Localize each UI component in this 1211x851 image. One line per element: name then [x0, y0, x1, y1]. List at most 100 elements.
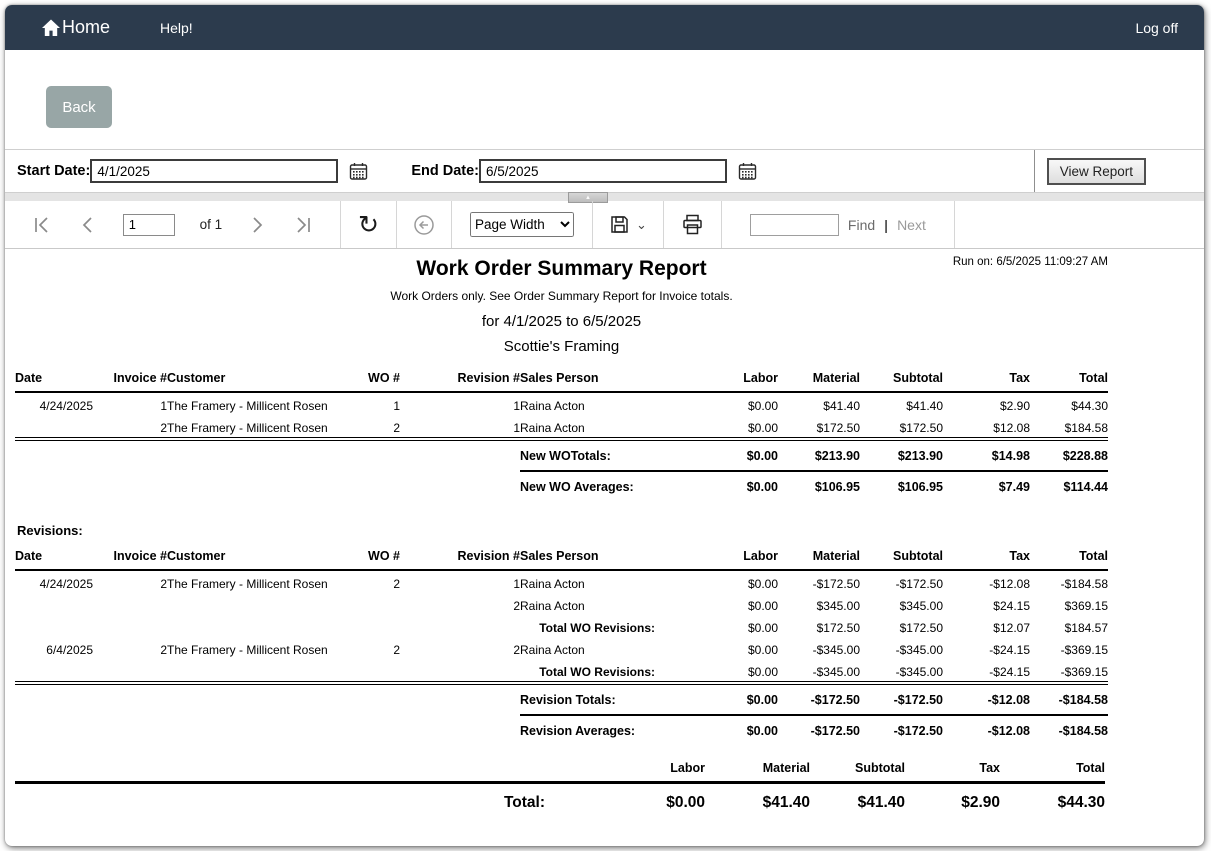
col-tax: Tax [943, 368, 1030, 393]
cell-labor: $0.00 [747, 577, 778, 591]
sum-col-labor: Labor [545, 759, 705, 784]
next-page-button[interactable] [247, 214, 267, 236]
refresh-icon[interactable]: ↻ [358, 210, 379, 239]
cell-labor: $0.00 [747, 599, 778, 613]
parent-report-group [397, 201, 452, 248]
col-revision: Revision # [400, 368, 520, 393]
total-wo-revisions-label: Total WO Revisions: [539, 621, 655, 635]
sum-col-total: Total [1000, 759, 1105, 784]
start-date-calendar-icon[interactable] [348, 161, 369, 182]
table-row: 2 The Framery - Millicent Rosen 2 1 Rain… [15, 415, 1108, 439]
previous-page-button[interactable] [78, 214, 98, 236]
cell-total: -$369.15 [1060, 643, 1108, 657]
cell-subtotal: -$172.50 [895, 577, 943, 591]
current-page-input[interactable] [122, 213, 175, 236]
cell-tax: $14.98 [943, 437, 1030, 471]
cell-material: $172.50 [816, 421, 860, 435]
nav-home-label: Home [62, 17, 111, 37]
col-invoice: Invoice # [93, 546, 167, 571]
cell-invoice: 2 [160, 577, 167, 591]
zoom-group: Page Width [452, 201, 593, 248]
table-row: 4/24/2025 2 The Framery - Millicent Rose… [15, 570, 1108, 593]
col-total: Total [1030, 368, 1108, 393]
revision-totals-label: Revision Totals: [520, 681, 710, 715]
cell-customer: The Framery - Millicent Rosen [167, 421, 328, 435]
toolbar-spacer [955, 201, 1204, 248]
nav-home-link[interactable]: Home [41, 17, 110, 38]
col-tax: Tax [943, 546, 1030, 571]
cell-material: -$345.00 [812, 665, 860, 679]
cell-sales: Raina Acton [520, 577, 585, 591]
report-company: Scottie's Framing [503, 338, 620, 355]
cell-subtotal: $41.40 [906, 399, 943, 413]
cell-tax: -$12.08 [943, 714, 1030, 745]
save-export-icon[interactable] [609, 214, 630, 235]
cell-labor: $0.00 [747, 421, 778, 435]
splitter-collapse-handle[interactable]: ▲ [568, 192, 608, 203]
find-link[interactable]: Find [847, 216, 876, 233]
parameter-splitter: ▲ [5, 192, 1204, 203]
back-button[interactable]: Back [46, 86, 112, 128]
cell-wo: 2 [393, 421, 400, 435]
summary-header-row: Labor Material Subtotal Tax Total [15, 759, 1105, 784]
zoom-select[interactable]: Page Width [470, 212, 574, 237]
sum-col-material: Material [705, 759, 810, 784]
cell-material: $172.50 [816, 621, 860, 635]
cell-tax: -$12.08 [989, 577, 1030, 591]
chevron-down-icon[interactable]: ⌄ [636, 216, 647, 232]
nav-help-link[interactable]: Help! [160, 19, 193, 36]
last-page-button[interactable] [292, 214, 314, 236]
cell-tax: $24.15 [993, 599, 1030, 613]
cell-subtotal: $106.95 [860, 470, 943, 501]
cell-labor: $0.00 [747, 621, 778, 635]
table-header-row: Date Invoice # Customer WO # Revision # … [15, 368, 1108, 393]
cell-material: $213.90 [778, 437, 860, 471]
find-text-input[interactable] [749, 213, 839, 236]
col-labor: Labor [710, 368, 778, 393]
cell-date [15, 415, 93, 439]
revision-averages-label: Revision Averages: [520, 714, 710, 745]
col-subtotal: Subtotal [860, 368, 943, 393]
group-total-row: Total WO Revisions: $0.00 $172.50 $172.5… [15, 615, 1108, 637]
cell-total: $184.57 [1064, 621, 1108, 635]
cell-subtotal: -$172.50 [860, 714, 943, 745]
report-subtitle: Work Orders only. See Order Summary Repo… [390, 289, 733, 303]
grand-total-label: Total: [503, 794, 545, 811]
cell-material: -$172.50 [778, 681, 860, 715]
cell-total: -$369.15 [1060, 665, 1108, 679]
cell-tax: $12.08 [993, 421, 1030, 435]
parameter-bar: Start Date: End Date: [5, 149, 1204, 193]
cell-material: $106.95 [778, 470, 860, 501]
parameter-divider [1033, 150, 1035, 192]
cell-subtotal: $172.50 [899, 421, 943, 435]
find-next-link[interactable]: Next [897, 216, 926, 233]
start-date-input[interactable] [90, 159, 339, 183]
run-on-timestamp: Run on: 6/5/2025 11:09:27 AM [952, 256, 1108, 268]
view-report-button[interactable]: View Report [1046, 157, 1146, 185]
col-revision: Revision # [400, 546, 520, 571]
nav-logoff-link[interactable]: Log off [1135, 19, 1178, 36]
cell-date: 6/4/2025 [46, 643, 93, 657]
sum-col-tax: Tax [905, 759, 1000, 784]
refresh-group: ↻ [341, 201, 397, 248]
end-date-input[interactable] [479, 159, 727, 183]
col-wo: WO # [355, 368, 400, 393]
table-header-row: Date Invoice # Customer WO # Revision # … [15, 546, 1108, 571]
end-date-calendar-icon[interactable] [737, 161, 758, 182]
cell-total: $44.30 [1071, 399, 1108, 413]
revisions-table: Date Invoice # Customer WO # Revision # … [15, 546, 1108, 745]
start-date-label: Start Date: [17, 163, 91, 179]
report-viewport: Run on: 6/5/2025 11:09:27 AM Work Order … [5, 249, 1204, 820]
pagination-group: of 1 [5, 201, 341, 248]
cell-material: -$172.50 [812, 577, 860, 591]
print-icon[interactable] [681, 213, 704, 236]
cell-subtotal: -$172.50 [860, 681, 943, 715]
new-wo-totals-label: New WOTotals: [520, 437, 710, 471]
cell-revision: 2 [513, 643, 520, 657]
report-title: Work Order Summary Report [416, 257, 707, 280]
export-group: ⌄ [593, 201, 664, 248]
first-page-button[interactable] [31, 214, 53, 236]
col-sales-person: Sales Person [520, 368, 710, 393]
cell-customer: The Framery - Millicent Rosen [167, 399, 328, 413]
back-to-parent-report-icon[interactable] [412, 213, 436, 237]
